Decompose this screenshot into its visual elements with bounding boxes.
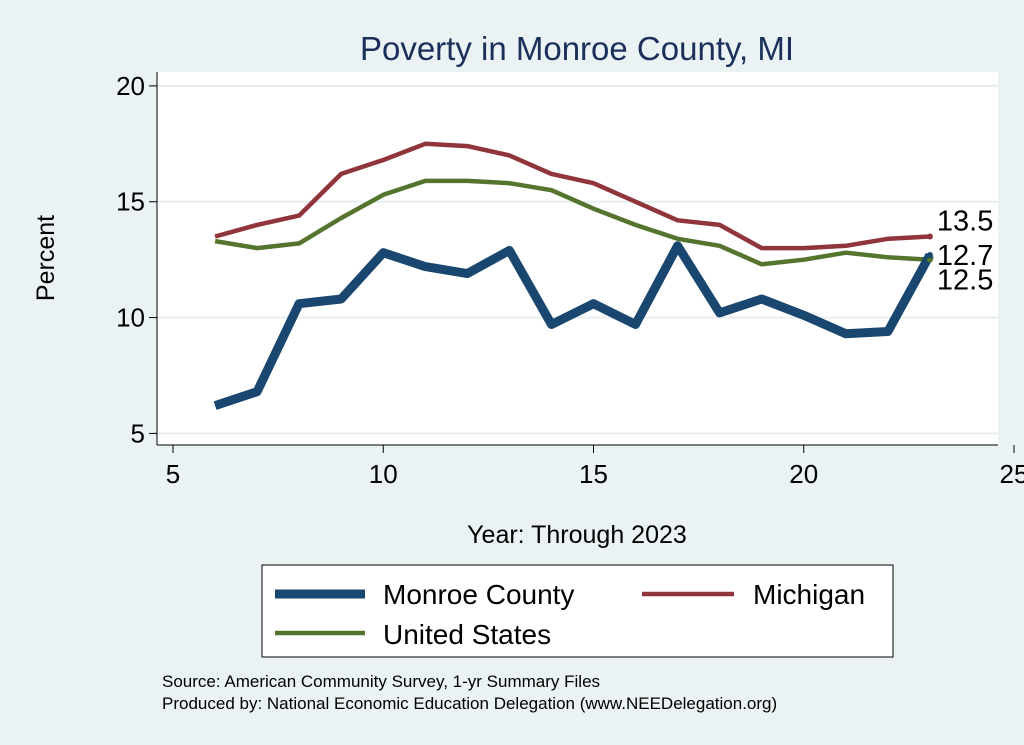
end-point xyxy=(926,233,933,240)
plot-area xyxy=(157,72,998,445)
x-tick-label: 15 xyxy=(579,459,608,489)
series-line-michigan xyxy=(214,141,931,251)
y-tick-label: 10 xyxy=(116,303,145,333)
y-ticks: 5 10 15 20 xyxy=(116,71,157,448)
legend-box xyxy=(261,564,894,658)
end-point xyxy=(926,252,933,259)
x-tick-label: 20 xyxy=(789,459,818,489)
end-point xyxy=(926,256,933,263)
legend-label: Monroe County xyxy=(383,579,574,610)
end-label: 12.5 xyxy=(937,265,993,297)
series-line-united-states xyxy=(214,178,931,267)
x-tick-label: 5 xyxy=(166,459,180,489)
legend-label: Michigan xyxy=(753,579,865,610)
source-note: Source: American Community Survey, 1-yr … xyxy=(162,672,600,691)
y-tick-label: 20 xyxy=(116,71,145,101)
y-axis-label: Percent xyxy=(32,215,60,301)
x-ticks: 5 10 15 20 25 xyxy=(166,445,1024,489)
end-label: 13.5 xyxy=(937,205,993,237)
legend-items: Monroe County Michigan United States xyxy=(275,579,865,650)
x-tick-label: 10 xyxy=(369,459,398,489)
end-labels: 12.713.5 12.5 xyxy=(937,205,993,296)
chart-title: Poverty in Monroe County, MI xyxy=(360,30,794,67)
x-axis-label: Year: Through 2023 xyxy=(467,521,687,549)
end-label: 12.7 xyxy=(937,240,993,272)
series-lines xyxy=(213,141,934,410)
legend-label: United States xyxy=(383,619,551,650)
produced-note: Produced by: National Economic Education… xyxy=(162,694,777,713)
legend: Monroe County Michigan United States xyxy=(261,564,894,658)
series-line-monroe-county xyxy=(213,241,934,410)
x-tick-label: 25 xyxy=(1000,459,1024,489)
y-tick-label: 15 xyxy=(116,187,145,217)
y-tick-label: 5 xyxy=(131,418,145,448)
